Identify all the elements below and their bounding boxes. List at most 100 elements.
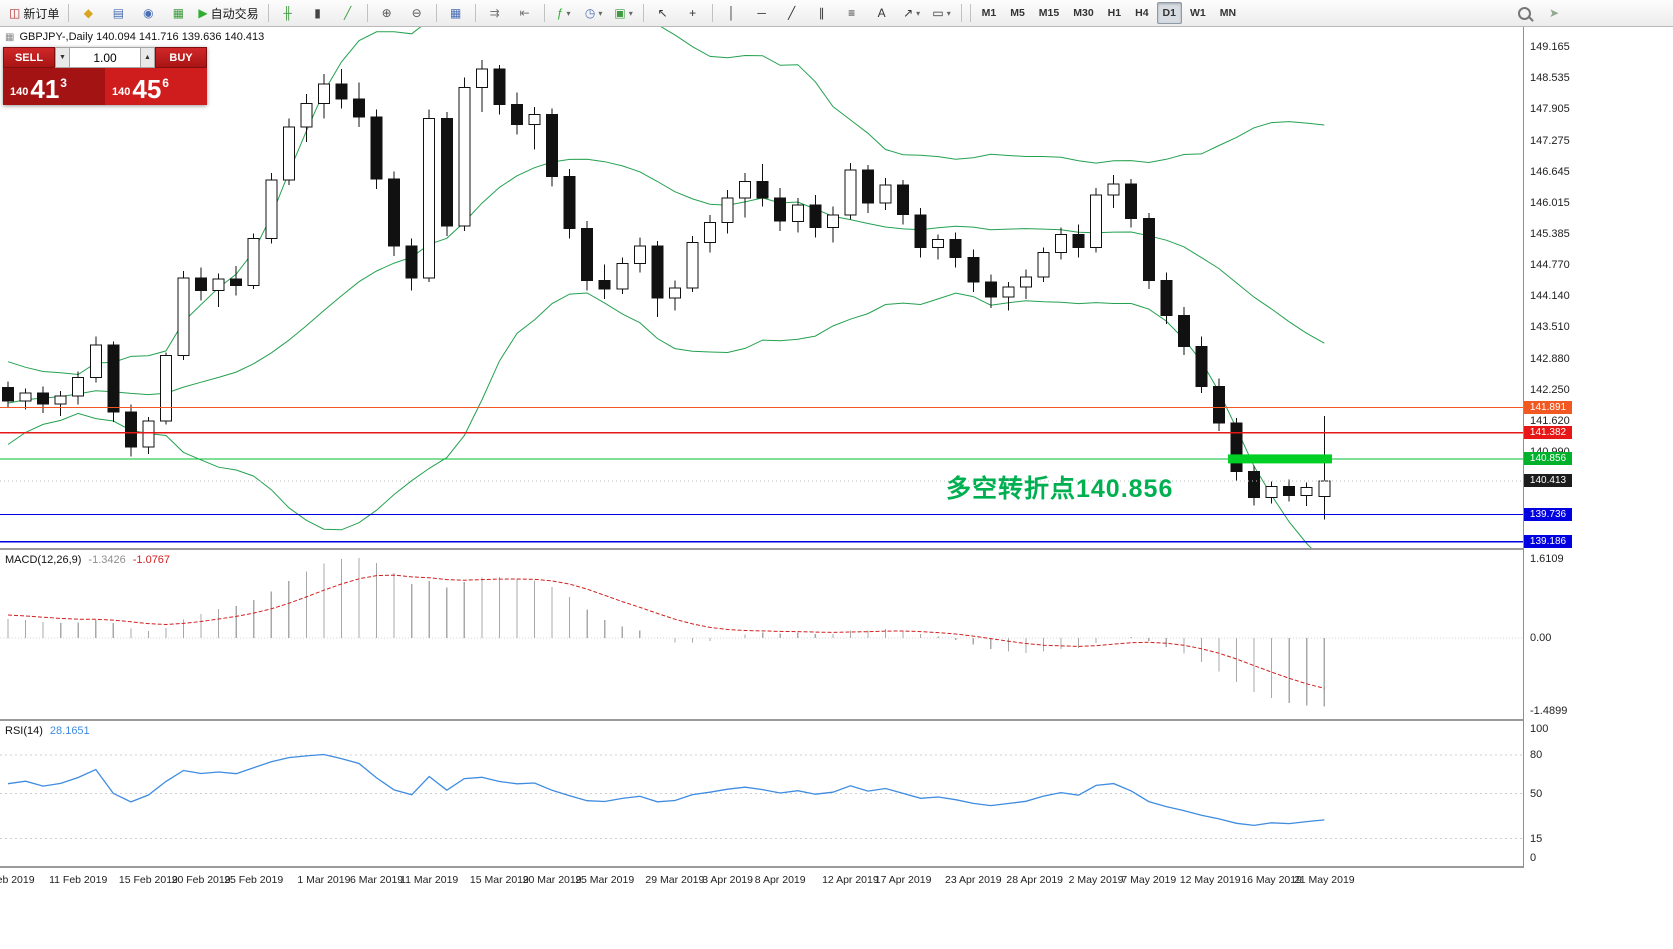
timeframe-h4-button[interactable]: H4: [1135, 7, 1149, 19]
arrows-tool-icon: ↗: [903, 6, 914, 20]
toolbar-separator: [474, 4, 476, 22]
sell-button[interactable]: SELL: [3, 47, 55, 68]
buy-price[interactable]: 140 45 6: [105, 68, 207, 105]
auto-trading-icon: ▶: [198, 6, 208, 20]
current-price-tag: 140.413: [1524, 474, 1572, 488]
auto-trading-button[interactable]: ▶ 自动交易: [194, 1, 262, 25]
rsi-label: RSI(14) 28.1651: [5, 725, 90, 737]
data-window-button[interactable]: ▤: [104, 1, 132, 25]
chart-shift-button[interactable]: ⇤: [511, 1, 539, 25]
price-scale[interactable]: 149.165 148.535 147.905 147.275 146.645 146.0…: [1524, 27, 1673, 949]
chart-window-icon: ▦: [5, 31, 15, 43]
auto-scroll-button[interactable]: ⇉: [481, 1, 509, 25]
fibonacci-icon: ≡: [848, 6, 856, 20]
panel-separator[interactable]: [0, 866, 1673, 868]
date-axis-label: 25 Mar 2019: [575, 874, 635, 886]
timeframe-m15-button[interactable]: M15: [1038, 7, 1060, 19]
timeframe-m30-button[interactable]: M30: [1073, 7, 1094, 19]
bar-chart-mode-button[interactable]: ╫: [274, 1, 302, 25]
rsi-tick-label: 15: [1530, 832, 1543, 845]
volume-input[interactable]: [70, 47, 140, 68]
buy-button[interactable]: BUY: [155, 47, 207, 68]
shapes-tool-button[interactable]: ▭ ▾: [928, 1, 956, 25]
turning-point-annotation: 多空转折点140.856: [946, 475, 1174, 503]
panel-separator[interactable]: [0, 719, 1673, 721]
templates-button[interactable]: ▣ ▾: [610, 1, 638, 25]
price-tick-label: 142.880: [1530, 352, 1570, 365]
macd-canvas[interactable]: [0, 550, 1523, 719]
zoom-out-button[interactable]: ⊖: [403, 1, 431, 25]
fibonacci-button[interactable]: ≡: [838, 1, 866, 25]
price-tick-label: 146.015: [1530, 197, 1570, 210]
new-order-button[interactable]: ◫ 新订单: [5, 1, 63, 25]
rsi-tick-label: 50: [1530, 787, 1543, 800]
macd-tick-label: -1.4899: [1530, 705, 1568, 717]
timeframe-m1-button[interactable]: M1: [981, 7, 997, 19]
date-axis-label: 16 May 2019: [1241, 874, 1302, 886]
vertical-line-icon: │: [727, 6, 736, 20]
sell-price-prefix: 140: [10, 86, 29, 98]
date-axis-label: 5 Feb 2019: [0, 874, 35, 886]
timeframe-mn-button[interactable]: MN: [1219, 7, 1237, 19]
timeframe-m5-button[interactable]: M5: [1010, 7, 1025, 19]
equidistant-channel-button[interactable]: ∥: [808, 1, 836, 25]
new-order-icon: ◫: [9, 6, 21, 20]
vertical-line-button[interactable]: │: [718, 1, 746, 25]
panel-separator[interactable]: [0, 548, 1673, 550]
periods-button[interactable]: ◷ ▾: [580, 1, 608, 25]
tile-windows-button[interactable]: ▦: [442, 1, 470, 25]
trendline-button[interactable]: ╱: [778, 1, 806, 25]
volume-increase-button[interactable]: ▲: [140, 47, 155, 68]
sell-price-big: 41: [30, 74, 60, 104]
timeframe-h1-button[interactable]: H1: [1107, 7, 1122, 19]
market-watch-icon: ◆: [83, 6, 93, 20]
price-chart-canvas[interactable]: [0, 27, 1523, 548]
date-axis-label: 1 Mar 2019: [297, 874, 351, 886]
navigator-button[interactable]: ◉: [134, 1, 162, 25]
cursor-button[interactable]: ↖: [649, 1, 677, 25]
zoom-in-button[interactable]: ⊕: [373, 1, 401, 25]
rsi-value: 28.1651: [49, 725, 90, 737]
date-axis-label: 11 Mar 2019: [400, 874, 459, 886]
date-axis-label: 29 Mar 2019: [645, 874, 705, 886]
volume-decrease-button[interactable]: ▼: [55, 47, 70, 68]
chart-title: ▦ GBPJPY-,Daily 140.094 141.716 139.636 …: [5, 31, 264, 43]
chevron-down-icon: ▾: [916, 8, 921, 18]
new-order-label: 新订单: [23, 6, 60, 21]
quick-message-button[interactable]: ➤: [1540, 1, 1568, 25]
sell-price[interactable]: 140 41 3: [3, 68, 105, 105]
price-line-tag: 141.382: [1524, 426, 1572, 440]
chart-title-text: GBPJPY-,Daily 140.094 141.716 139.636 14…: [19, 31, 265, 43]
date-axis-label: 17 Apr 2019: [874, 874, 932, 886]
rsi-tick-label: 100: [1530, 723, 1549, 735]
price-line-tag: 141.891: [1524, 401, 1572, 414]
terminal-button[interactable]: ▦: [164, 1, 192, 25]
indicators-icon: ƒ: [556, 6, 564, 20]
timeframe-w1-button[interactable]: W1: [1189, 7, 1206, 19]
buy-price-big: 45: [132, 74, 162, 104]
market-watch-button[interactable]: ◆: [74, 1, 102, 25]
rsi-tick-label: 0: [1530, 852, 1537, 864]
trendline-icon: ╱: [787, 6, 796, 20]
text-label-button[interactable]: A: [868, 1, 896, 25]
date-axis-label: 20 Feb 2019: [171, 874, 231, 886]
horizontal-line-button[interactable]: ─: [748, 1, 776, 25]
line-chart-mode-button[interactable]: ╱: [334, 1, 362, 25]
templates-icon: ▣: [614, 6, 626, 20]
crosshair-button[interactable]: +: [679, 1, 707, 25]
search-button[interactable]: [1510, 1, 1538, 25]
toolbar-separator: [68, 4, 70, 22]
toolbar-separator: [969, 4, 971, 22]
timeframe-d1-button[interactable]: D1: [1156, 2, 1182, 24]
line-chart-mode-icon: ╱: [343, 6, 352, 20]
date-axis-label: 12 Apr 2019: [822, 874, 879, 886]
rsi-canvas[interactable]: [0, 721, 1523, 866]
periods-icon: ◷: [584, 6, 596, 20]
price-tick-label: 143.510: [1530, 321, 1570, 334]
indicators-button[interactable]: ƒ ▾: [550, 1, 578, 25]
candlestick-mode-button[interactable]: ▮: [304, 1, 332, 25]
arrows-tool-button[interactable]: ↗ ▾: [898, 1, 926, 25]
chevron-down-icon: ▾: [946, 8, 951, 18]
rsi-tick-label: 80: [1530, 748, 1543, 761]
